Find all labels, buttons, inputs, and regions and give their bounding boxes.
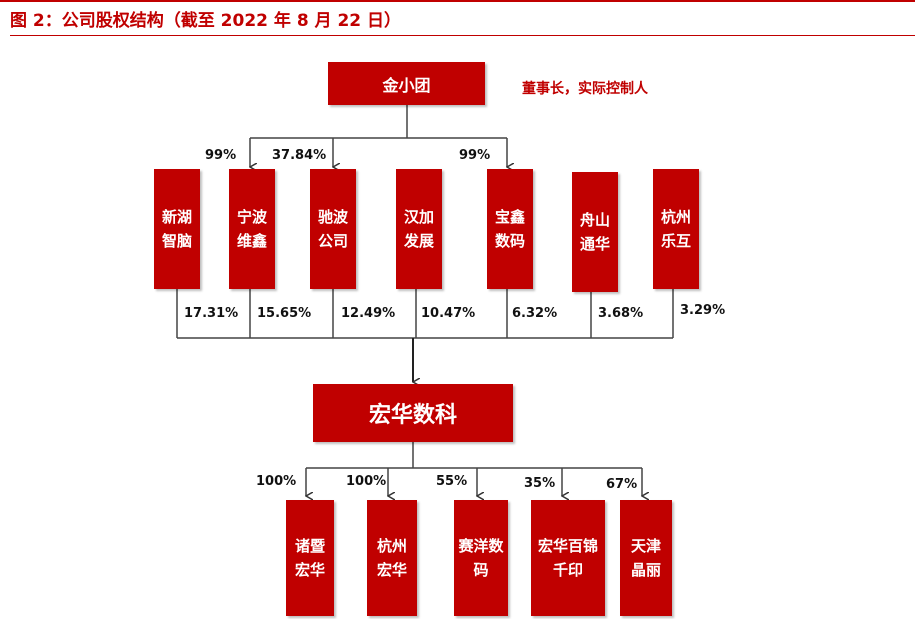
- subsidiary-name: 杭州宏华: [376, 537, 407, 579]
- share-label: 3.68%: [598, 306, 644, 321]
- subsidiary-share-label: 35%: [524, 476, 556, 491]
- share-label: 17.31%: [184, 306, 239, 321]
- subsidiary-share-label: 100%: [256, 474, 297, 489]
- shareholder-name: 新湖智脑: [161, 208, 192, 250]
- subsidiary-box: 赛洋数码: [454, 500, 508, 616]
- subsidiary-name: 赛洋数码: [458, 537, 504, 579]
- shareholder-name: 宝鑫数码: [494, 208, 525, 250]
- shareholder-name: 汉加发展: [403, 208, 434, 250]
- shareholder-box: 驰波公司: [310, 169, 356, 289]
- share-label: 12.49%: [341, 306, 396, 321]
- shareholder-box: 宝鑫数码: [487, 169, 533, 289]
- controller-role: 董事长，实际控制人: [522, 81, 648, 97]
- top-rule: [0, 0, 915, 2]
- title-underline: [10, 35, 915, 36]
- company-box: 宏华数科: [313, 384, 513, 442]
- subsidiary-share-label: 67%: [606, 477, 638, 492]
- subsidiary-share-label: 55%: [436, 474, 468, 489]
- shareholder-box: 舟山通华: [572, 172, 618, 292]
- controller-box: 金小团: [328, 62, 485, 105]
- shareholder-name: 驰波公司: [317, 208, 348, 250]
- share-label: 10.47%: [421, 306, 476, 321]
- share-label: 15.65%: [257, 306, 312, 321]
- stake-label-chibo: 37.84%: [272, 148, 327, 163]
- controller-name: 金小团: [382, 75, 431, 95]
- subsidiary-name: 宏华百锦千印: [537, 537, 598, 579]
- figure-title: 图 2：公司股权结构（截至 2022 年 8 月 22 日）: [10, 11, 402, 31]
- stake-label-baoxin: 99%: [459, 148, 491, 163]
- shareholder-box: 杭州乐互: [653, 169, 699, 289]
- shareholder-box: 宁波维鑫: [229, 169, 275, 289]
- company-name: 宏华数科: [368, 403, 457, 428]
- stake-label-ningbo: 99%: [205, 148, 237, 163]
- share-label: 3.29%: [680, 303, 726, 318]
- shareholder-name: 宁波维鑫: [236, 208, 267, 250]
- subsidiary-box: 宏华百锦千印: [531, 500, 605, 616]
- subsidiary-name: 诸暨宏华: [294, 537, 325, 579]
- subsidiary-box: 诸暨宏华: [286, 500, 334, 616]
- shareholder-name: 杭州乐互: [660, 208, 691, 250]
- subsidiary-name: 天津晶丽: [630, 537, 661, 579]
- shareholder-box: 汉加发展: [396, 169, 442, 289]
- subsidiary-box: 天津晶丽: [620, 500, 672, 616]
- subsidiary-share-label: 100%: [346, 474, 387, 489]
- subsidiary-box: 杭州宏华: [367, 500, 417, 616]
- shareholder-box: 新湖智脑: [154, 169, 200, 289]
- share-label: 6.32%: [512, 306, 558, 321]
- shareholder-name: 舟山通华: [579, 211, 610, 253]
